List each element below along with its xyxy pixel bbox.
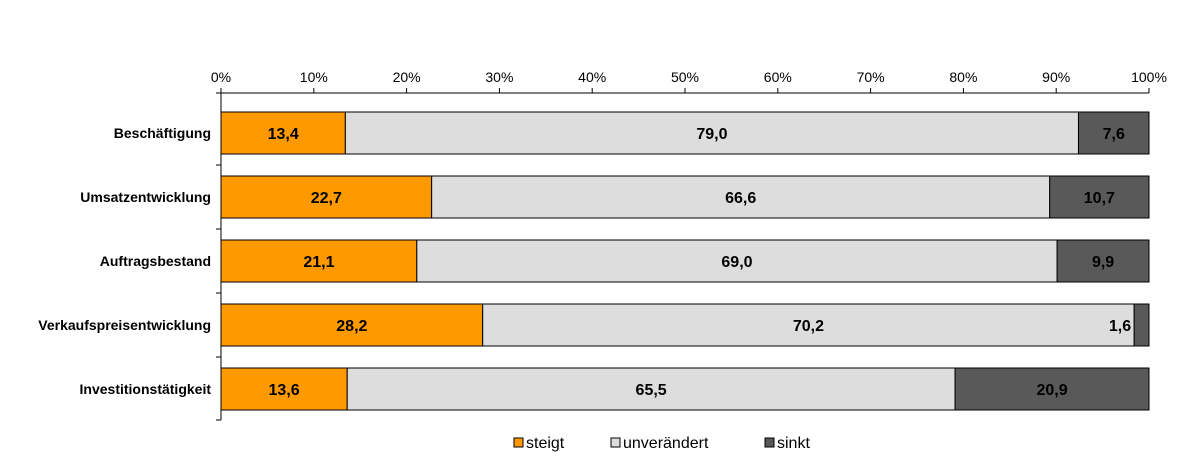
category-label: Beschäftigung [114, 125, 211, 141]
legend-swatch-steigt [513, 437, 524, 448]
legend: steigt unverändert sinkt [513, 435, 810, 452]
legend-swatch-unverändert [610, 437, 621, 448]
legend-label: sinkt [777, 435, 810, 452]
category-label: Investitionstätigkeit [80, 381, 212, 397]
bar-segment-sinkt [954, 367, 1150, 411]
data-label: 13,4 [268, 126, 299, 143]
x-tick-label: 80% [949, 69, 977, 85]
category-label: Verkaufspreisentwicklung [38, 317, 211, 333]
bar-segment-unverändert [344, 111, 1079, 155]
bar-segment-sinkt [1049, 175, 1150, 219]
x-tick-label: 100% [1131, 69, 1167, 85]
x-tick-label: 50% [671, 69, 699, 85]
y-axis: Beschäftigung Umsatzentwicklung Auftragsbe… [38, 92, 222, 421]
bar-segment-sinkt [1077, 111, 1150, 155]
data-label: 66,6 [725, 190, 756, 207]
data-label: 70,2 [793, 318, 824, 335]
x-tick-label: 60% [764, 69, 792, 85]
data-label: 21,1 [303, 254, 334, 271]
bar-segment-steigt [220, 175, 433, 219]
bar-segment-steigt [220, 111, 346, 155]
data-label: 9,9 [1092, 254, 1114, 271]
data-label: 20,9 [1036, 382, 1067, 399]
bar-segment-sinkt [1133, 303, 1150, 347]
legend-swatch-sinkt [764, 437, 775, 448]
data-label: 69,0 [721, 254, 752, 271]
x-tick-label: 0% [211, 69, 231, 85]
legend-label: steigt [526, 435, 565, 452]
data-label: 13,6 [269, 382, 300, 399]
category-label: Umsatzentwicklung [80, 189, 211, 205]
x-tick-label: 30% [485, 69, 513, 85]
data-label: 10,7 [1084, 190, 1115, 207]
data-label: 7,6 [1103, 126, 1125, 143]
bar-segment-steigt [220, 303, 484, 347]
x-tick-label: 90% [1042, 69, 1070, 85]
x-tick-label: 70% [857, 69, 885, 85]
data-label: 22,7 [311, 190, 342, 207]
x-tick-label: 10% [300, 69, 328, 85]
bar-segment-unverändert [416, 239, 1058, 283]
x-tick-label: 40% [578, 69, 606, 85]
data-label: 1,6 [1109, 318, 1131, 335]
bar-segment-steigt [220, 239, 418, 283]
bar-segment-unverändert [482, 303, 1135, 347]
category-label: Auftragsbestand [100, 253, 211, 269]
data-label: 65,5 [636, 382, 667, 399]
legend-label: unverändert [623, 435, 709, 452]
bar-segment-unverändert [431, 175, 1051, 219]
data-label: 79,0 [696, 126, 727, 143]
bars: 13,4 79,0 7,6 22,7 66,6 10,7 21,1 69,0 9,9 28,2 70… [220, 111, 1150, 411]
bar-segment-sinkt [1056, 239, 1150, 283]
data-label: 28,2 [336, 318, 367, 335]
x-axis: 0% 10% 20% 30% 40% 50% 60% 70% 80% 90% 100% [211, 69, 1167, 94]
x-tick-label: 20% [393, 69, 421, 85]
